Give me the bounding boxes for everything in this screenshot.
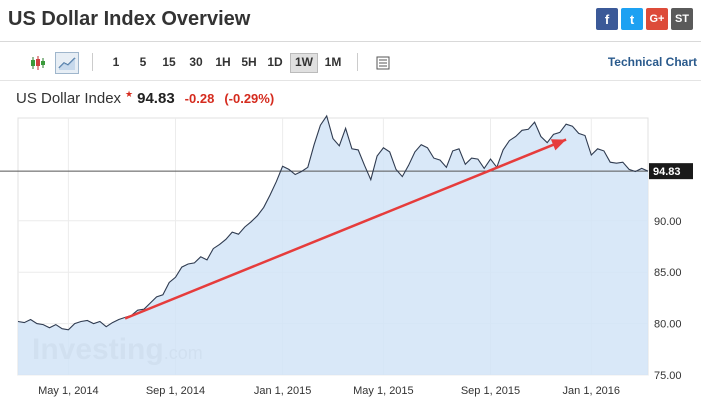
- google-plus-icon[interactable]: G+: [646, 8, 668, 30]
- toolbar-separator: [357, 53, 358, 71]
- trend-arrow-line: [124, 138, 567, 320]
- last-price: 94.83: [137, 90, 175, 107]
- twitter-icon[interactable]: t: [621, 8, 643, 30]
- chart-toolbar: 1 5 15 30 1H 5H 1D 1W 1M Technical Chart: [0, 48, 701, 78]
- price-change: -0.28: [184, 91, 215, 106]
- timeframe-1m[interactable]: 1M: [324, 55, 342, 69]
- last-price-label: 94.83: [653, 166, 681, 178]
- timeframe-1w[interactable]: 1W: [290, 53, 318, 73]
- y-tick-label: 90.00: [654, 216, 682, 228]
- settings-panel-icon[interactable]: [371, 52, 395, 74]
- stocktwits-icon[interactable]: ST: [671, 8, 693, 30]
- price-change-percent: (-0.29%): [224, 91, 275, 106]
- x-tick-label: Sep 1, 2015: [461, 385, 520, 397]
- y-tick-label: 80.00: [654, 319, 682, 331]
- candlestick-chart-icon[interactable]: [26, 52, 50, 74]
- last-price-label-box: [649, 163, 693, 180]
- instrument-name: US Dollar Index: [16, 90, 122, 107]
- timeframe-1[interactable]: 1: [112, 55, 120, 69]
- toolbar-divider: [0, 80, 701, 81]
- facebook-icon[interactable]: f: [596, 8, 618, 30]
- timeframe-30[interactable]: 30: [189, 55, 203, 69]
- x-tick-label: May 1, 2014: [38, 385, 99, 397]
- price-series-line: [17, 114, 649, 331]
- y-tick-label: 85.00: [654, 267, 682, 279]
- timeframe-1d[interactable]: 1D: [267, 55, 283, 69]
- timeframe-5h[interactable]: 5H: [241, 55, 257, 69]
- x-tick-label: May 1, 2015: [353, 385, 414, 397]
- technical-chart-link[interactable]: Technical Chart: [607, 55, 697, 69]
- x-tick-label: Jan 1, 2015: [254, 385, 312, 397]
- y-tick-label: 75.00: [654, 370, 682, 382]
- line-chart-icon[interactable]: [55, 52, 79, 74]
- header-divider: [0, 41, 701, 42]
- trend-arrow-head: [550, 139, 567, 151]
- social-share-bar: f t G+ ST: [596, 8, 693, 30]
- timeframe-15[interactable]: 15: [162, 55, 176, 69]
- quote-header: US Dollar Index ★ 94.83 -0.28 (-0.29%): [16, 89, 275, 107]
- toolbar-separator: [92, 53, 93, 71]
- realtime-star-icon: ★: [125, 89, 134, 99]
- x-tick-label: Jan 1, 2016: [563, 385, 621, 397]
- timeframe-1h[interactable]: 1H: [215, 55, 231, 69]
- timeframe-5[interactable]: 5: [139, 55, 147, 69]
- x-tick-label: Sep 1, 2014: [146, 385, 205, 397]
- page-title: US Dollar Index Overview: [8, 8, 251, 30]
- price-area-fill: [18, 115, 648, 376]
